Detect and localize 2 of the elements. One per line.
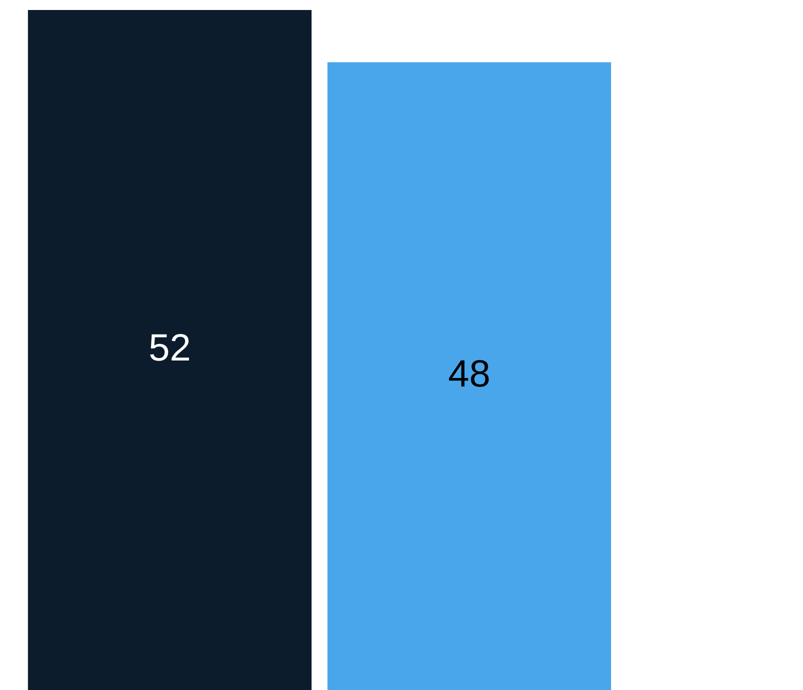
data-label: 52: [148, 327, 191, 370]
data-label: 48: [448, 354, 490, 396]
